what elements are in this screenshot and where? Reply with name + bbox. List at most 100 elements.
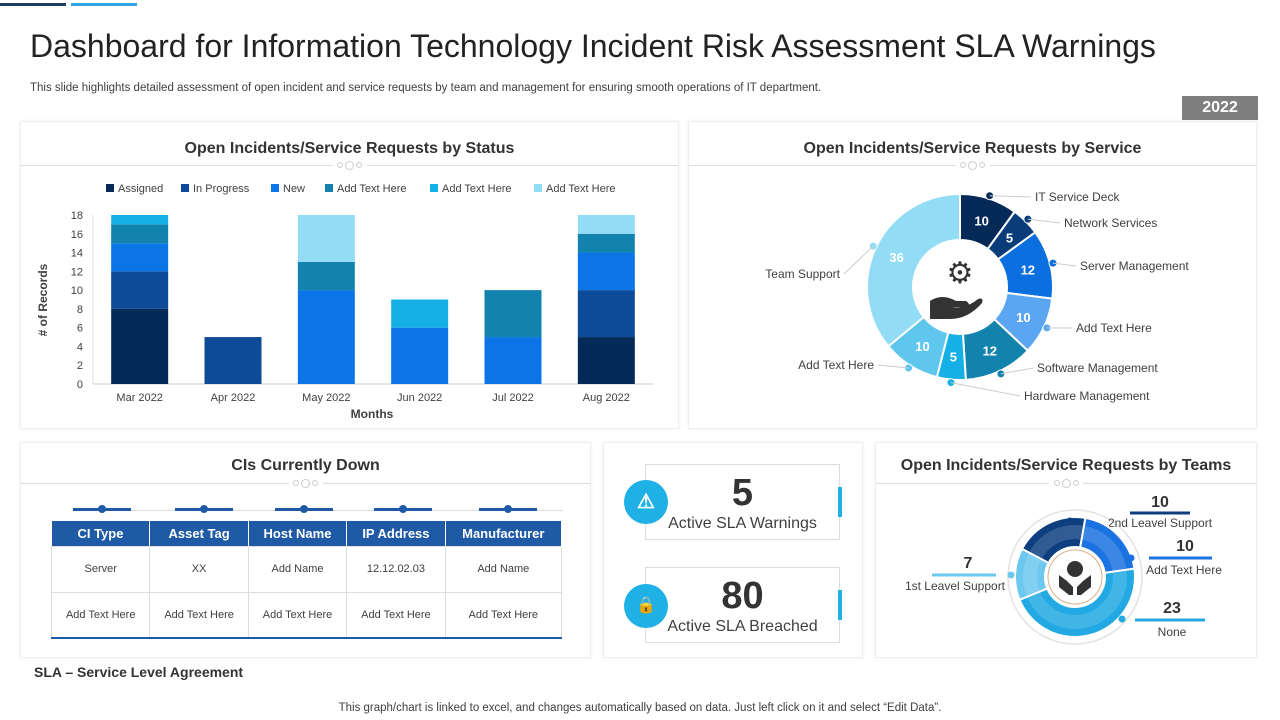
legend-swatch: [430, 184, 438, 192]
col-host-name: Host Name: [248, 521, 348, 546]
table-row: Server XX Add Name 12.12.02.03 Add Name: [50, 545, 563, 593]
slice-name-label: None: [1158, 625, 1187, 639]
y-tick-label: 6: [77, 323, 83, 335]
bar-segment: [391, 299, 449, 328]
table-cell: Add Name: [247, 545, 348, 593]
leader-dot: [946, 378, 956, 388]
y-tick-label: 8: [77, 304, 83, 316]
person-icon: [1067, 561, 1083, 577]
column-marker-dot: [504, 505, 512, 513]
table-cell: Add Text Here: [50, 591, 151, 639]
slice-value-label: 7: [964, 555, 973, 572]
bar-segment: [111, 308, 169, 384]
table-cell: Server: [50, 545, 151, 593]
leader-line: [1052, 262, 1077, 267]
donut-slice: [1014, 547, 1050, 602]
y-tick-label: 0: [77, 379, 83, 391]
slice-value-label: 10: [974, 213, 988, 228]
leader-dot: [1127, 554, 1135, 562]
slice-name-label: Server Management: [1080, 259, 1189, 273]
kpi-value: 80: [721, 575, 764, 617]
kpi-card-breached: 80 Active SLA Breached: [645, 567, 842, 643]
table-cell: Add Text Here: [247, 591, 348, 639]
bar-segment: [297, 215, 355, 262]
donut-slice-band: [1082, 526, 1127, 571]
bar-segment: [111, 215, 169, 225]
table-row: Add Text Here Add Text Here Add Text Her…: [50, 591, 563, 639]
legend-swatch: [106, 184, 114, 192]
legend-swatch: [325, 184, 333, 192]
decor-line-light: [71, 3, 137, 6]
hands-icon: [1059, 575, 1091, 595]
divider-knot-icon: [332, 160, 367, 170]
table-cell: Add Text Here: [346, 591, 446, 639]
x-tick-label: Jul 2022: [492, 392, 534, 404]
leader-dot: [1118, 615, 1126, 623]
slice-name-label: Hardware Management: [1024, 389, 1150, 403]
bar-segment: [111, 224, 169, 244]
y-tick-label: 2: [77, 360, 83, 372]
teams-panel-title: Open Incidents/Service Requests by Teams: [900, 457, 1232, 474]
slice-value-label: 23: [1163, 600, 1181, 617]
table-header-row: CI Type Asset Tag Host Name IP Address M…: [51, 521, 563, 546]
donut-slice-band: [1027, 571, 1127, 629]
gear-check-icon: ⚙: [947, 257, 974, 290]
page-subtitle: This slide highlights detailed assessmen…: [30, 82, 822, 94]
slice-value-label: 5: [950, 350, 957, 365]
bar-segment: [297, 261, 355, 291]
footnote: This graph/chart is linked to excel, and…: [338, 702, 942, 714]
x-tick-label: Mar 2022: [116, 392, 162, 404]
bar-segment: [577, 215, 635, 234]
leader-dot: [1007, 571, 1015, 579]
accent-bar: [838, 487, 842, 517]
leader-line: [843, 245, 874, 275]
sla-definition: SLA – Service Level Agreement: [34, 664, 244, 680]
table-cell: 12.12.02.03: [346, 545, 446, 593]
bar-segment: [484, 337, 542, 384]
slice-name-label: Team Support: [765, 267, 840, 281]
donut-slice: [1018, 567, 1136, 638]
kpi-card-warnings: 5 Active SLA Warnings: [645, 464, 842, 540]
decor-line-dark: [0, 3, 66, 6]
table-cell: Add Text Here: [444, 591, 563, 639]
bar-segment: [391, 327, 449, 384]
x-axis-title: Months: [351, 407, 394, 421]
bar-segment: [577, 233, 635, 253]
bar-segment: [577, 252, 635, 291]
service-panel-title: Open Incidents/Service Requests by Servi…: [803, 140, 1142, 157]
bar-segment: [577, 337, 635, 384]
slice-name-label: Add Text Here: [1146, 563, 1222, 577]
slice-value-label: 10: [1151, 494, 1169, 511]
legend-label: Add Text Here: [546, 183, 616, 195]
legend-label: In Progress: [193, 183, 250, 195]
bar-segment: [204, 337, 262, 384]
donut-slice: [866, 192, 961, 348]
y-tick-label: 4: [77, 341, 83, 353]
column-marker-dot: [98, 505, 106, 513]
y-tick-label: 10: [71, 285, 83, 297]
bar-segment: [484, 290, 542, 338]
slice-value-label: 12: [983, 343, 997, 358]
divider-knot-icon: [288, 478, 323, 488]
donut-slice-band: [1029, 525, 1083, 559]
legend-label: New: [283, 183, 305, 195]
page-title: Dashboard for Information Technology Inc…: [30, 28, 1156, 64]
kpi-label: Active SLA Breached: [667, 618, 818, 635]
legend-swatch: [534, 184, 542, 192]
bar-segment: [577, 290, 635, 338]
bar-segment: [297, 290, 355, 384]
hand-icon: [930, 297, 983, 319]
bar-segment: [111, 271, 169, 309]
legend-swatch: [181, 184, 189, 192]
slice-value-label: 10: [1176, 538, 1194, 555]
slice-name-label: 1st Leavel Support: [905, 579, 1006, 593]
legend-label: Assigned: [118, 183, 163, 195]
kpi-value: 5: [731, 472, 754, 514]
leader-dot: [1066, 517, 1074, 525]
x-tick-label: May 2022: [302, 392, 350, 404]
leader-line: [877, 364, 909, 369]
accent-bar: [838, 590, 842, 620]
slice-name-label: 2nd Leavel Support: [1108, 516, 1213, 530]
slice-value-label: 10: [1016, 310, 1030, 325]
bar-segment: [111, 243, 169, 272]
